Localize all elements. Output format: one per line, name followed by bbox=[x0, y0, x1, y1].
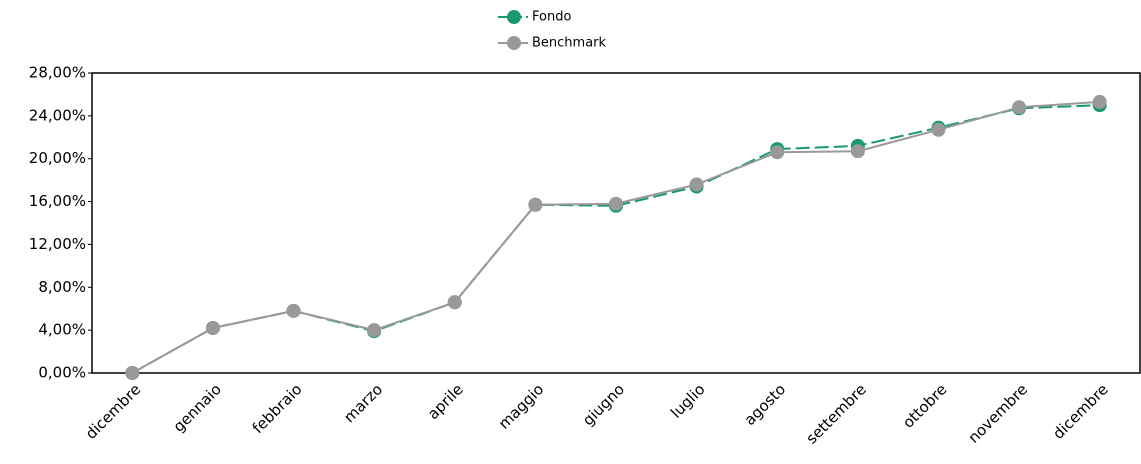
series-marker bbox=[447, 295, 462, 310]
x-tick-label: febbraio bbox=[249, 380, 306, 437]
series-line bbox=[131, 100, 1100, 374]
series-marker bbox=[689, 177, 704, 192]
series-marker bbox=[205, 321, 220, 335]
y-tick-label: 12,00% bbox=[29, 235, 86, 253]
y-tick-label: 20,00% bbox=[29, 149, 86, 167]
series-marker bbox=[931, 122, 946, 137]
x-tick-label: dicembre bbox=[1049, 380, 1111, 442]
series-marker bbox=[286, 303, 301, 318]
series-marker bbox=[609, 196, 623, 211]
x-tick-label: aprile bbox=[424, 380, 467, 423]
x-tick-label: giugno bbox=[579, 380, 628, 429]
plot-frame bbox=[91, 72, 1141, 374]
series-marker bbox=[125, 366, 140, 380]
x-tick-label: marzo bbox=[340, 380, 386, 426]
legend-label: Fondo bbox=[532, 10, 571, 25]
series-marker bbox=[367, 323, 382, 338]
y-tick-label: 28,00% bbox=[29, 64, 86, 82]
x-tick-label: luglio bbox=[667, 380, 709, 422]
series-marker bbox=[1092, 94, 1107, 109]
x-tick-label: gennaio bbox=[170, 380, 225, 435]
series-marker bbox=[1012, 100, 1027, 115]
y-tick-label: 0,00% bbox=[38, 364, 86, 382]
x-tick-label: settembre bbox=[803, 380, 870, 447]
x-tick-label: novembre bbox=[965, 380, 1031, 446]
x-tick-label: agosto bbox=[741, 380, 790, 429]
legend-marker bbox=[507, 10, 521, 24]
legend-marker bbox=[507, 36, 521, 50]
x-tick-label: dicembre bbox=[82, 380, 144, 442]
series-marker bbox=[850, 144, 865, 159]
y-tick-label: 4,00% bbox=[38, 321, 86, 339]
series-line bbox=[131, 104, 1100, 374]
legend-label: Benchmark bbox=[532, 36, 607, 51]
y-tick-label: 8,00% bbox=[38, 278, 86, 296]
x-tick-label: ottobre bbox=[899, 380, 950, 431]
series-marker bbox=[528, 197, 543, 212]
series-marker bbox=[770, 145, 785, 160]
x-tick-label: maggio bbox=[495, 380, 547, 432]
y-tick-label: 16,00% bbox=[29, 192, 86, 210]
y-tick-label: 24,00% bbox=[29, 106, 86, 124]
